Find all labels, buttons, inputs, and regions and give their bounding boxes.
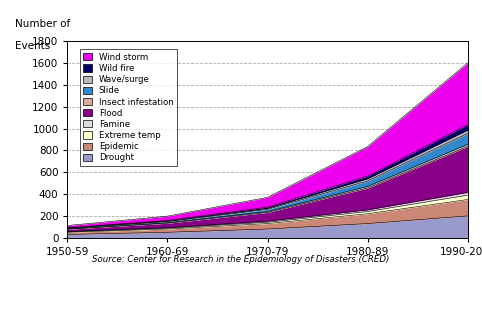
Legend: Wind storm, Wild fire, Wave/surge, Slide, Insect infestation, Flood, Famine, Ext: Wind storm, Wild fire, Wave/surge, Slide… (80, 49, 177, 166)
Text: Source: Center for Research in the Epidemiology of Disasters (CRED): Source: Center for Research in the Epide… (93, 255, 389, 264)
Text: Number of: Number of (15, 19, 71, 29)
Text: Increase and Mix of Weather Climate Disasters: Increase and Mix of Weather Climate Disa… (42, 288, 440, 305)
Text: Events: Events (15, 41, 51, 51)
